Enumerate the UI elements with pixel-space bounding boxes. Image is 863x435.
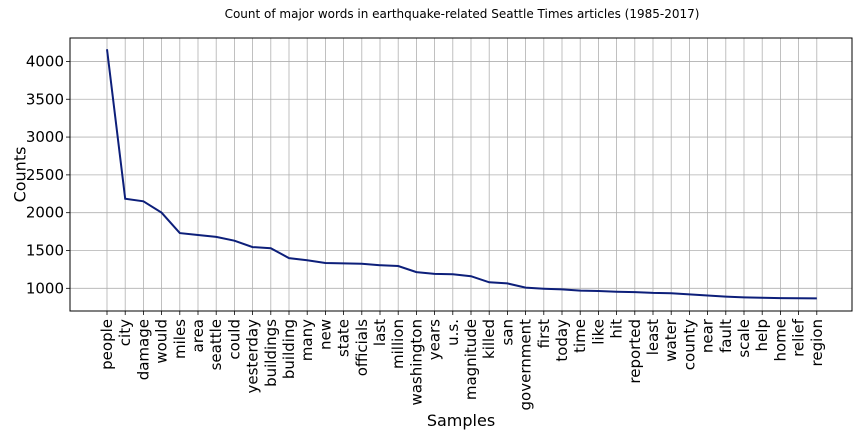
x-tick-label: building — [280, 319, 298, 379]
y-tick-label: 1000 — [26, 279, 64, 297]
x-tick-label: yesterday — [244, 319, 262, 394]
x-tick-label: fault — [717, 319, 735, 353]
x-tick-label: would — [153, 319, 171, 364]
y-axis-label: Counts — [11, 147, 30, 203]
x-tick-label: government — [517, 319, 535, 411]
x-tick-label: damage — [134, 319, 152, 380]
x-tick-label: water — [662, 318, 680, 362]
grid-lines — [70, 38, 852, 311]
x-tick-label: buildings — [262, 319, 280, 387]
x-tick-label: washington — [407, 319, 425, 406]
x-tick-label: reported — [626, 319, 644, 384]
x-tick-label: county — [680, 319, 698, 370]
series-line — [106, 49, 817, 300]
x-tick-label: last — [371, 319, 389, 346]
x-tick-label: san — [498, 319, 516, 346]
y-tick-label: 1500 — [26, 242, 64, 260]
x-tick-label: home — [771, 319, 789, 362]
x-tick-label: first — [535, 319, 553, 348]
x-tick-label: seattle — [207, 319, 225, 370]
plot-frame — [69, 37, 853, 312]
chart-title: Count of major words in earthquake-relat… — [225, 7, 700, 21]
y-tick-label: 3000 — [26, 128, 64, 146]
x-tick-label: today — [553, 319, 571, 362]
axis-ticks — [66, 61, 818, 315]
x-tick-label: officials — [353, 319, 371, 376]
x-tick-label: could — [225, 319, 243, 360]
y-tick-labels: 1000 1500 2000 2500 3000 3500 4000 — [26, 52, 64, 297]
x-axis-label: Samples — [427, 411, 495, 430]
x-tick-label: area — [189, 319, 207, 352]
x-tick-label: killed — [480, 319, 498, 359]
x-tick-labels: people city damage would miles area seattle cou… — [98, 318, 826, 410]
x-tick-label: state — [335, 319, 353, 357]
y-tick-label: 3500 — [26, 90, 64, 108]
x-tick-label: scale — [735, 319, 753, 358]
x-tick-label: hit — [608, 319, 626, 339]
x-tick-label: miles — [171, 319, 189, 359]
x-tick-label: near — [699, 318, 717, 353]
x-tick-label: city — [116, 319, 134, 346]
x-tick-label: time — [571, 319, 589, 353]
y-tick-label: 4000 — [26, 52, 64, 70]
x-tick-label: u.s. — [444, 319, 462, 346]
y-tick-label: 2500 — [26, 166, 64, 184]
x-tick-label: relief — [790, 318, 808, 357]
x-tick-label: magnitude — [462, 319, 480, 400]
x-tick-label: like — [589, 319, 607, 345]
x-tick-label: help — [753, 319, 771, 351]
y-tick-label: 2000 — [26, 204, 64, 222]
x-tick-label: many — [298, 319, 316, 361]
x-tick-label: million — [389, 319, 407, 369]
x-tick-label: region — [808, 319, 826, 366]
x-tick-label: years — [426, 319, 444, 360]
x-tick-label: people — [98, 319, 116, 370]
x-tick-label: new — [316, 319, 334, 350]
x-tick-label: least — [644, 319, 662, 355]
